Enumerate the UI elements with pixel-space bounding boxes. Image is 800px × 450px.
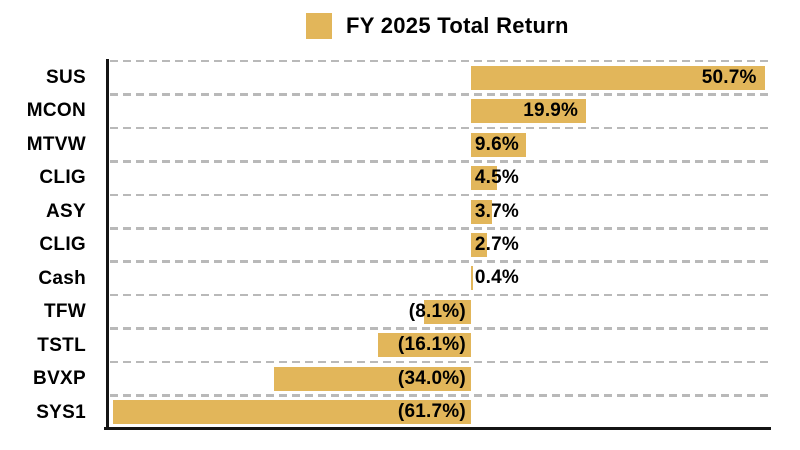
gridline [110, 160, 771, 163]
gridline [110, 327, 771, 330]
bar-value-label: 19.9% [523, 100, 579, 122]
gridline [110, 59, 771, 63]
bar-value-label: 9.6% [474, 133, 519, 155]
bar-tfw [423, 299, 471, 324]
bar-value-label: (61.7%) [397, 401, 466, 423]
category-label: BVXP [33, 368, 86, 390]
gridline [110, 126, 771, 130]
category-label: CLIG [39, 234, 86, 256]
bar-bvxp [273, 366, 471, 391]
bar-mtvw [470, 132, 527, 157]
bar-value-label: (8.1%) [408, 300, 466, 322]
category-label: CLIG [39, 167, 86, 189]
bar-sys1 [113, 400, 471, 425]
bar-value-label: 50.7% [701, 66, 757, 88]
bar-clig [470, 166, 497, 191]
bar-sus [470, 65, 765, 90]
bar-value-label: 3.7% [474, 200, 519, 222]
bar-cash [470, 266, 474, 291]
gridline [110, 360, 771, 364]
bar-asy [470, 199, 493, 224]
bar-value-label: (16.1%) [397, 334, 466, 356]
category-label: Cash [38, 267, 86, 289]
legend-swatch-icon [306, 13, 332, 39]
bar-value-label: 4.5% [474, 167, 519, 189]
category-label: SYS1 [36, 401, 86, 423]
bar-value-label: 0.4% [474, 267, 519, 289]
plot-area: 50.7% 19.9% 9.6% 4.5% 3.7% 2.7% 0.4% (8.1%) (16.… [107, 59, 771, 429]
category-label: MTVW [26, 133, 86, 155]
gridline [110, 193, 771, 197]
gridline [110, 394, 771, 397]
chart-legend: FY 2025 Total Return [306, 13, 569, 39]
y-axis-line [106, 59, 109, 430]
bar-clig [470, 233, 487, 257]
category-label: SUS [46, 67, 86, 88]
bar-value-label: (34.0%) [397, 367, 466, 389]
gridline [110, 227, 771, 230]
category-label: TSTL [37, 334, 86, 356]
x-axis-line [104, 427, 771, 430]
category-label: TFW [43, 301, 86, 323]
category-label: ASY [46, 200, 86, 222]
category-label: MCON [26, 100, 86, 122]
category-axis-labels: SUS MCON MTVW CLIG ASY CLIG Cash TFW TSTL BVXP SYS… [0, 61, 86, 429]
gridline [110, 260, 771, 263]
gridline [110, 293, 771, 297]
bar-mcon [470, 99, 587, 124]
gridline [110, 93, 771, 96]
bar-tstl [377, 333, 471, 358]
chart-title: FY 2025 Total Return [346, 13, 569, 38]
bar-value-label: 2.7% [474, 234, 519, 255]
